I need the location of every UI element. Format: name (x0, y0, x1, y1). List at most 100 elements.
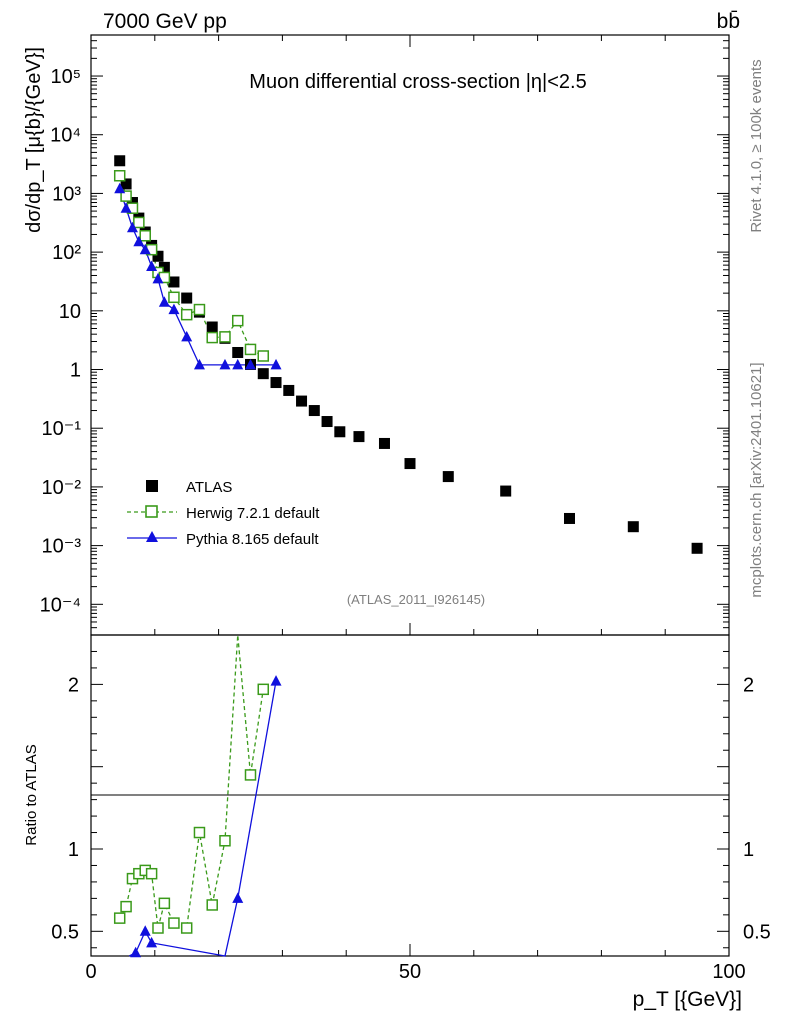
pythia-ratio-point (270, 675, 282, 686)
herwig-ratio-point (168, 917, 180, 929)
herwig-point (139, 230, 151, 242)
herwig-ratio-point (120, 900, 132, 913)
ratio-y-tick-label-right: 1 (743, 839, 754, 861)
atlas-point (232, 346, 244, 358)
atlas-point (353, 431, 365, 443)
herwig-point (206, 331, 218, 344)
herwig-point (257, 350, 270, 362)
atlas-point (442, 471, 454, 483)
atlas-point (283, 384, 295, 396)
atlas-point (321, 416, 333, 428)
ratio-y-tick-label-right: 0.5 (743, 921, 771, 943)
main-y-tick-label: 10⁻¹ (42, 418, 82, 440)
atlas-point (181, 292, 193, 304)
atlas-point (564, 512, 575, 524)
ratio-x-tick-label: 0 (85, 961, 96, 983)
atlas-point (206, 321, 218, 333)
legend-atlas-marker (146, 480, 158, 492)
herwig-ratio-line (119, 634, 264, 929)
ratio-y-tick-label: 2 (68, 674, 79, 696)
pythia-point (139, 243, 151, 255)
mcplots-label: mcplots.cern.ch [arXiv:2401.10621] (748, 362, 765, 597)
herwig-line (119, 175, 264, 357)
atlas-point (334, 426, 346, 438)
main-y-axis-title: dσ/dp_T [μ{b}/{GeV}] (23, 47, 45, 233)
pythia-ratio-point (232, 892, 244, 903)
herwig-ratio-point (244, 769, 257, 781)
main-y-label: dσ/dp_T [μ{b}/{GeV}] (23, 47, 45, 233)
herwig-point (113, 170, 126, 182)
atlas-point (168, 276, 180, 288)
main-y-tick-label: 10³ (52, 183, 81, 205)
pythia-ratio-point (139, 925, 151, 936)
ratio-y-label: Ratio to ATLAS (23, 744, 40, 845)
legend: ATLAS Herwig 7.2.1 default Pythia 8.165 … (127, 479, 320, 548)
main-title: Muon differential cross-section |η|<2.5 (249, 71, 586, 93)
main-y-tick-label: 10⁴ (50, 125, 81, 147)
main-y-tick-label: 10 (59, 301, 81, 323)
legend-herwig-marker (145, 505, 158, 518)
pythia-point (193, 358, 205, 370)
pythia-ratio-point (130, 946, 142, 958)
legend-herwig-label: Herwig 7.2.1 default (186, 505, 320, 522)
main-y-tick-label: 10⁵ (50, 66, 81, 88)
pythia-point (181, 330, 193, 342)
herwig-ratio-point (206, 899, 218, 911)
herwig-ratio-point (145, 867, 158, 880)
herwig-ratio-point (193, 826, 206, 839)
ratio-y-axis-title: Ratio to ATLAS (23, 744, 40, 845)
pythia-point (232, 358, 244, 370)
pythia-point (152, 272, 164, 284)
ratio-y-tick-label: 0.5 (51, 921, 79, 943)
pythia-point (146, 260, 158, 271)
process-label: bb̄ (717, 10, 740, 33)
main-y-tick-label: 10² (52, 242, 81, 264)
atlas-point (114, 155, 126, 167)
ratio-y-tick-label-right: 2 (743, 674, 754, 696)
herwig-ratio-point (158, 897, 171, 910)
atlas-point (120, 178, 132, 190)
x-axis-label: p_T [{GeV}] (633, 988, 742, 1011)
ratio-y-tick-label: 1 (68, 839, 79, 861)
pythia-point (219, 358, 231, 370)
main-y-tick-label: 10⁻⁴ (40, 594, 81, 616)
pythia-point (120, 202, 132, 213)
ratio-x-tick-label: 100 (712, 961, 745, 983)
pythia-point (158, 296, 170, 307)
pythia-point (126, 221, 138, 233)
energy-label: 7000 GeV pp (103, 10, 227, 33)
atlas-point (152, 250, 164, 262)
main-y-tick-label: 10⁻² (42, 477, 82, 499)
analysis-label: (ATLAS_2011_I926145) (347, 592, 485, 607)
main-y-tick-label: 10⁻³ (42, 536, 82, 558)
atlas-point (500, 485, 512, 497)
pythia-ratio-line (128, 680, 277, 957)
main-y-tick-label: 1 (70, 360, 81, 382)
legend-atlas-label: ATLAS (186, 479, 232, 496)
ratio-series-layer (113, 634, 282, 958)
ratio-x-tick-label: 50 (399, 961, 421, 983)
herwig-ratio-point (257, 683, 270, 696)
atlas-point (270, 377, 282, 389)
atlas-point (296, 395, 308, 407)
herwig-point (231, 314, 244, 327)
atlas-point (378, 437, 390, 449)
atlas-point (158, 261, 170, 273)
atlas-point (627, 521, 639, 533)
pythia-point (114, 182, 126, 194)
pythia-ratio-point (146, 936, 158, 948)
main-axis-ticks: 10⁵ 10⁴ 10³ 10² 10 1 10⁻¹ 10⁻² 10⁻³ 10⁻⁴ (40, 34, 730, 636)
herwig-ratio-point (113, 912, 126, 924)
pythia-point (245, 358, 256, 370)
herwig-point (133, 216, 145, 229)
herwig-point (193, 303, 206, 316)
herwig-ratio-point (152, 922, 164, 934)
herwig-point (168, 291, 180, 304)
herwig-ratio-point (180, 922, 193, 934)
atlas-point (691, 542, 703, 554)
atlas-point (404, 458, 416, 470)
pythia-point (168, 303, 180, 315)
herwig-point (120, 190, 132, 202)
rivet-label: Rivet 4.1.0, ≥ 100k events (748, 59, 765, 232)
